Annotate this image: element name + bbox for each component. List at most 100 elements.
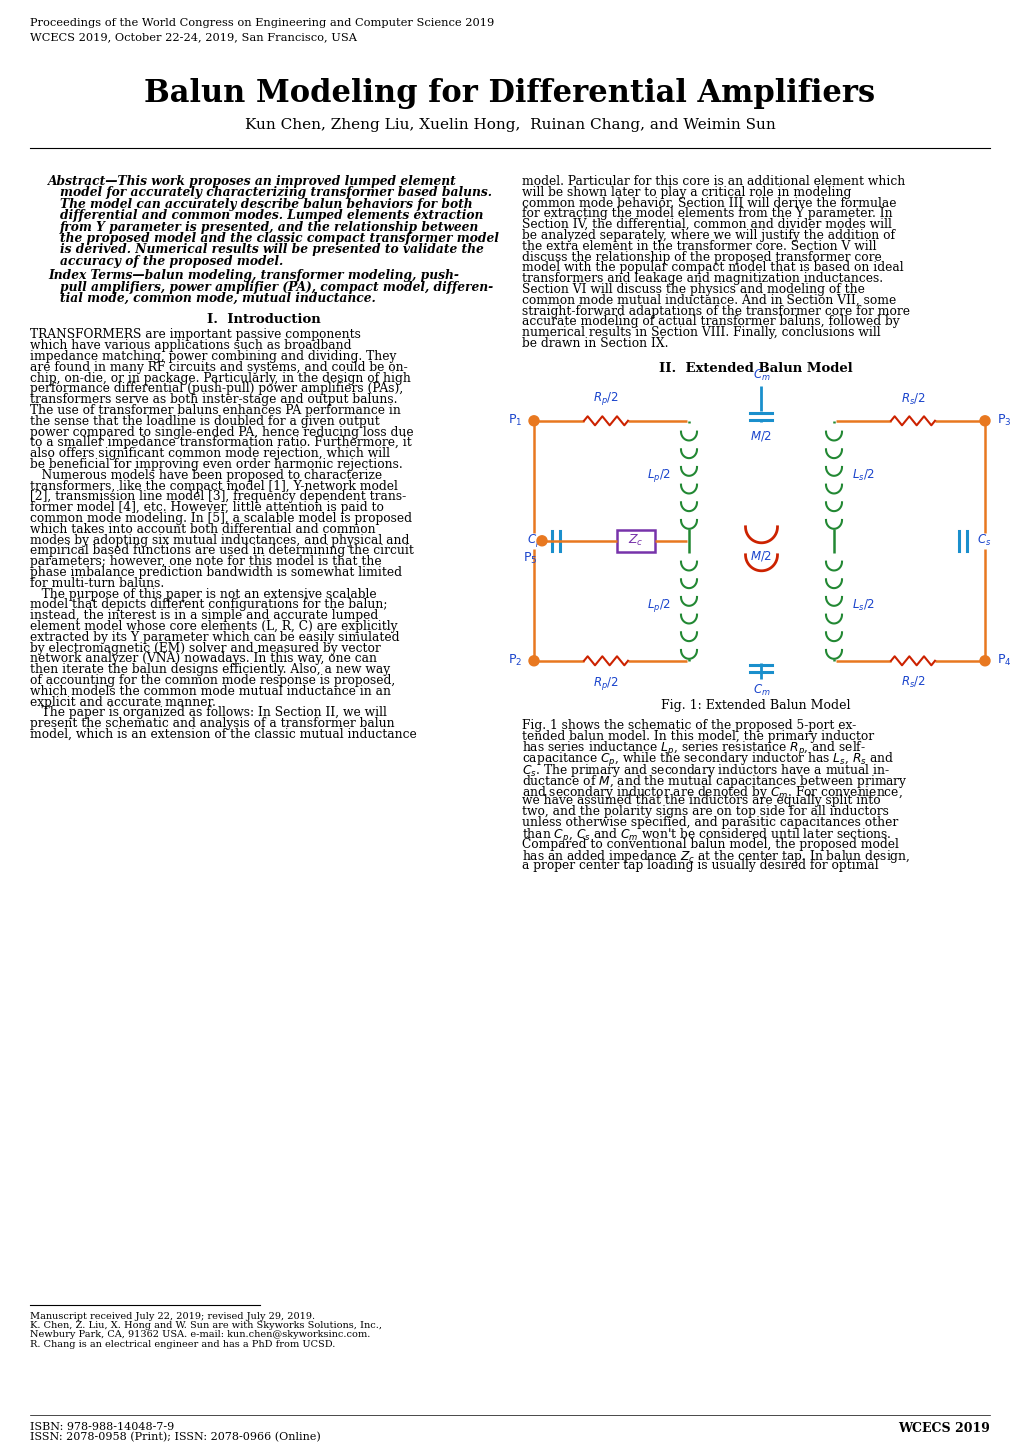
Text: model with the popular compact model that is based on ideal: model with the popular compact model tha… <box>522 261 903 274</box>
Text: $\mathrm{P_3}$: $\mathrm{P_3}$ <box>996 414 1011 428</box>
Text: has an added impedance $Z_c$ at the center tap. In balun design,: has an added impedance $Z_c$ at the cent… <box>522 848 909 865</box>
Text: be drawn in Section IX.: be drawn in Section IX. <box>522 337 667 350</box>
Text: model that depicts different configurations for the balun;: model that depicts different configurati… <box>30 598 387 611</box>
Text: discuss the relationship of the proposed transformer core: discuss the relationship of the proposed… <box>522 251 880 264</box>
Text: ISBN: 978-988-14048-7-9: ISBN: 978-988-14048-7-9 <box>30 1422 174 1432</box>
Text: we have assumed that the inductors are equally split into: we have assumed that the inductors are e… <box>522 795 879 808</box>
Text: $L_s/2$: $L_s/2$ <box>851 598 874 613</box>
Text: transformers and leakage and magnitization inductances.: transformers and leakage and magnitizati… <box>522 273 882 286</box>
Text: the sense that the loadline is doubled for a given output: the sense that the loadline is doubled f… <box>30 415 379 428</box>
Text: model, which is an extension of the classic mutual inductance: model, which is an extension of the clas… <box>30 728 417 741</box>
Text: Section IV, the differential, common and divider modes will: Section IV, the differential, common and… <box>522 218 891 231</box>
Text: WCECS 2019, October 22-24, 2019, San Francisco, USA: WCECS 2019, October 22-24, 2019, San Fra… <box>30 32 357 42</box>
Text: from Y parameter is presented, and the relationship between: from Y parameter is presented, and the r… <box>60 221 479 234</box>
Text: phase imbalance prediction bandwidth is somewhat limited: phase imbalance prediction bandwidth is … <box>30 567 401 580</box>
Text: a proper center tap loading is usually desired for optimal: a proper center tap loading is usually d… <box>522 859 877 872</box>
Text: K. Chen, Z. Liu, X. Hong and W. Sun are with Skyworks Solutions, Inc.,: K. Chen, Z. Liu, X. Hong and W. Sun are … <box>30 1321 382 1330</box>
Text: power compared to single-ended PA, hence reducing loss due: power compared to single-ended PA, hence… <box>30 425 414 438</box>
Text: be analyzed separately, where we will justify the addition of: be analyzed separately, where we will ju… <box>522 229 894 242</box>
Text: Kun Chen, Zheng Liu, Xuelin Hong,  Ruinan Chang, and Weimin Sun: Kun Chen, Zheng Liu, Xuelin Hong, Ruinan… <box>245 118 774 133</box>
Text: numerical results in Section VIII. Finally, conclusions will: numerical results in Section VIII. Final… <box>522 326 879 339</box>
Text: The paper is organized as follows: In Section II, we will: The paper is organized as follows: In Se… <box>30 707 386 720</box>
Text: $R_p/2$: $R_p/2$ <box>593 675 619 692</box>
Circle shape <box>529 415 538 425</box>
Text: I.  Introduction: I. Introduction <box>207 313 321 326</box>
Text: chip, on-die, or in package. Particularly, in the design of high: chip, on-die, or in package. Particularl… <box>30 372 411 385</box>
Text: extracted by its Y parameter which can be easily simulated: extracted by its Y parameter which can b… <box>30 630 399 643</box>
Text: capacitance $C_p$, while the secondary inductor has $L_s$, $R_s$ and: capacitance $C_p$, while the secondary i… <box>522 751 894 769</box>
Text: Fig. 1 shows the schematic of the proposed 5-port ex-: Fig. 1 shows the schematic of the propos… <box>522 718 855 731</box>
Text: parameters; however, one note for this model is that the: parameters; however, one note for this m… <box>30 555 381 568</box>
Text: II.  Extended Balun Model: II. Extended Balun Model <box>658 362 852 375</box>
Text: the proposed model and the classic compact transformer model: the proposed model and the classic compa… <box>60 232 498 245</box>
Text: which takes into account both differential and common: which takes into account both differenti… <box>30 523 375 536</box>
Text: $M/2$: $M/2$ <box>750 428 771 443</box>
Circle shape <box>529 656 538 666</box>
Text: Section VI will discuss the physics and modeling of the: Section VI will discuss the physics and … <box>522 283 864 296</box>
Text: empirical based functions are used in determining the circuit: empirical based functions are used in de… <box>30 545 414 558</box>
Text: which models the common mode mutual inductance in an: which models the common mode mutual indu… <box>30 685 390 698</box>
Text: $C_m$: $C_m$ <box>752 684 769 698</box>
Text: tended balun model. In this model, the primary inductor: tended balun model. In this model, the p… <box>522 730 873 743</box>
Text: $M/2$: $M/2$ <box>750 549 771 562</box>
Text: be beneficial for improving even order harmonic rejections.: be beneficial for improving even order h… <box>30 459 403 472</box>
Text: WCECS 2019: WCECS 2019 <box>898 1422 989 1435</box>
Text: than $C_p$, $C_s$ and $C_m$ won't be considered until later sections.: than $C_p$, $C_s$ and $C_m$ won't be con… <box>522 826 891 845</box>
Text: $R_s/2$: $R_s/2$ <box>900 675 924 689</box>
Text: instead, the interest is in a simple and accurate lumped: instead, the interest is in a simple and… <box>30 609 378 622</box>
Text: to a smaller impedance transformation ratio. Furthermore, it: to a smaller impedance transformation ra… <box>30 437 412 450</box>
Text: $L_s/2$: $L_s/2$ <box>851 469 874 483</box>
Bar <box>616 529 654 552</box>
Text: also offers significant common mode rejection, which will: also offers significant common mode reje… <box>30 447 389 460</box>
Text: $R_s/2$: $R_s/2$ <box>900 392 924 407</box>
Text: differential and common modes. Lumped elements extraction: differential and common modes. Lumped el… <box>60 209 483 222</box>
Text: TRANSFORMERS are important passive components: TRANSFORMERS are important passive compo… <box>30 329 361 342</box>
Text: model for accurately characterizing transformer based baluns.: model for accurately characterizing tran… <box>60 186 491 199</box>
Text: pull amplifiers, power amplifier (PA), compact model, differen-: pull amplifiers, power amplifier (PA), c… <box>60 281 493 294</box>
Text: accuracy of the proposed model.: accuracy of the proposed model. <box>60 255 283 268</box>
Text: $\mathrm{P_5}$: $\mathrm{P_5}$ <box>523 551 537 565</box>
Circle shape <box>536 536 546 547</box>
Text: former model [4], etc. However, little attention is paid to: former model [4], etc. However, little a… <box>30 502 383 515</box>
Text: and secondary inductor are denoted by $C_m$. For convenience,: and secondary inductor are denoted by $C… <box>522 783 902 800</box>
Text: $C_m$: $C_m$ <box>752 368 769 382</box>
Text: common mode modeling. In [5], a scalable model is proposed: common mode modeling. In [5], a scalable… <box>30 512 412 525</box>
Text: by electromagnetic (EM) solver and measured by vector: by electromagnetic (EM) solver and measu… <box>30 642 380 655</box>
Text: $\mathrm{P_4}$: $\mathrm{P_4}$ <box>996 653 1011 668</box>
Text: $C_p$: $C_p$ <box>527 532 541 549</box>
Text: impedance matching, power combining and dividing. They: impedance matching, power combining and … <box>30 350 396 363</box>
Text: The use of transformer baluns enhances PA performance in: The use of transformer baluns enhances P… <box>30 404 400 417</box>
Text: $Z_c$: $Z_c$ <box>628 534 643 548</box>
Text: network analyzer (VNA) nowadays. In this way, one can: network analyzer (VNA) nowadays. In this… <box>30 652 377 665</box>
Text: common mode mutual inductance. And in Section VII, some: common mode mutual inductance. And in Se… <box>522 294 896 307</box>
Text: ductance of $M$, and the mutual capacitances between primary: ductance of $M$, and the mutual capacita… <box>522 773 907 790</box>
Text: which have various applications such as broadband: which have various applications such as … <box>30 339 352 352</box>
Text: The purpose of this paper is not an extensive scalable: The purpose of this paper is not an exte… <box>30 587 376 601</box>
Text: Newbury Park, CA, 91362 USA. e-mail: kun.chen@skyworksinc.com.: Newbury Park, CA, 91362 USA. e-mail: kun… <box>30 1331 370 1340</box>
Text: Abstract—This work proposes an improved lumped element: Abstract—This work proposes an improved … <box>48 174 457 187</box>
Text: straight-forward adaptations of the transformer core for more: straight-forward adaptations of the tran… <box>522 304 909 317</box>
Text: Proceedings of the World Congress on Engineering and Computer Science 2019: Proceedings of the World Congress on Eng… <box>30 17 494 27</box>
Text: model. Particular for this core is an additional element which: model. Particular for this core is an ad… <box>522 174 905 187</box>
Text: Numerous models have been proposed to characterize: Numerous models have been proposed to ch… <box>30 469 382 482</box>
Text: $L_p/2$: $L_p/2$ <box>646 467 671 485</box>
Text: $C_s$. The primary and secondary inductors have a mutual in-: $C_s$. The primary and secondary inducto… <box>522 761 890 779</box>
Text: Index Terms—balun modeling, transformer modeling, push-: Index Terms—balun modeling, transformer … <box>48 270 459 283</box>
Text: the extra element in the transformer core. Section V will: the extra element in the transformer cor… <box>522 239 875 252</box>
Text: element model whose core elements (L, R, C) are explicitly: element model whose core elements (L, R,… <box>30 620 397 633</box>
Text: Fig. 1: Extended Balun Model: Fig. 1: Extended Balun Model <box>660 699 850 712</box>
Text: performance differential (push-pull) power amplifiers (PAs),: performance differential (push-pull) pow… <box>30 382 403 395</box>
Text: of accounting for the common mode response is proposed,: of accounting for the common mode respon… <box>30 673 395 686</box>
Text: for multi-turn baluns.: for multi-turn baluns. <box>30 577 164 590</box>
Text: R. Chang is an electrical engineer and has a PhD from UCSD.: R. Chang is an electrical engineer and h… <box>30 1340 335 1348</box>
Text: [2], transmission line model [3], frequency dependent trans-: [2], transmission line model [3], freque… <box>30 490 406 503</box>
Text: will be shown later to play a critical role in modeling: will be shown later to play a critical r… <box>522 186 851 199</box>
Text: Balun Modeling for Differential Amplifiers: Balun Modeling for Differential Amplifie… <box>145 78 874 110</box>
Text: common mode behavior. Section III will derive the formulae: common mode behavior. Section III will d… <box>522 196 896 209</box>
Circle shape <box>979 656 989 666</box>
Text: ISSN: 2078-0958 (Print); ISSN: 2078-0966 (Online): ISSN: 2078-0958 (Print); ISSN: 2078-0966… <box>30 1432 320 1442</box>
Text: transformers serve as both inster-stage and output baluns.: transformers serve as both inster-stage … <box>30 394 397 407</box>
Text: $C_s$: $C_s$ <box>976 534 990 548</box>
Text: for extracting the model elements from the Y parameter. In: for extracting the model elements from t… <box>522 208 892 221</box>
Text: are found in many RF circuits and systems, and could be on-: are found in many RF circuits and system… <box>30 360 408 373</box>
